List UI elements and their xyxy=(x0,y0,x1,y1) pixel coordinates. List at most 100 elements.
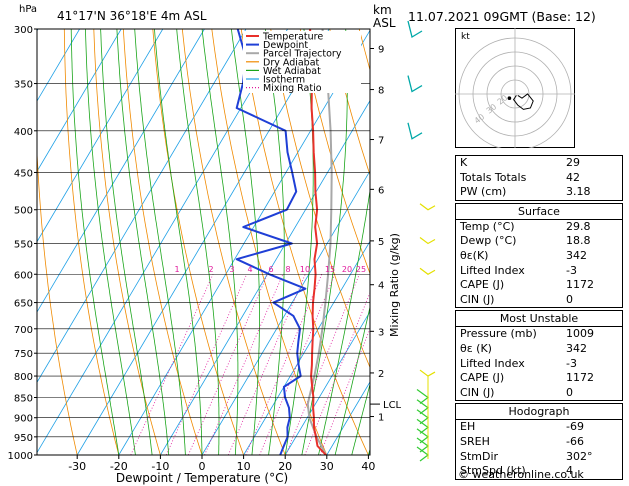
unstable-index-value: 0 xyxy=(566,385,573,399)
location-title: 41°17'N 36°18'E 4m ASL xyxy=(57,9,207,23)
hodograph-index-value: 302° xyxy=(566,449,593,463)
surface-index-row: θε(K) 342 xyxy=(456,249,622,264)
km-tick-label: 6 xyxy=(378,185,384,196)
surface-index-label: Lifted Index xyxy=(460,263,525,277)
surface-index-value: 18.8 xyxy=(566,234,591,248)
wind-barb xyxy=(407,75,423,93)
legend-label: Temperature xyxy=(262,32,323,43)
mixing-ratio-line xyxy=(165,274,248,455)
legend-label: Dewpoint xyxy=(263,40,308,51)
pressure-tick-label: 350 xyxy=(14,80,33,91)
pressure-tick-label: 750 xyxy=(14,349,33,360)
km-tick-label: 8 xyxy=(378,86,384,97)
mixing-ratio-line xyxy=(130,274,214,455)
pressure-tick-label: 800 xyxy=(14,372,33,383)
pressure-tick-label: 450 xyxy=(14,168,33,179)
mixing-ratio-label: 2 xyxy=(208,265,213,274)
most-unstable-table: Most Unstable Pressure (mb) 1009 θε (K) 342… xyxy=(455,310,623,402)
isotherm-line xyxy=(37,29,164,243)
pressure-tick-label: 850 xyxy=(14,393,33,404)
pressure-tick-label: 600 xyxy=(14,270,33,281)
km-tick-label: 4 xyxy=(378,281,384,292)
hodograph-index-row: StmSpd (kt) 4 xyxy=(456,464,622,479)
unstable-index-label: CAPE (J) xyxy=(460,371,505,385)
surface-index-value: 342 xyxy=(566,248,587,262)
wind-barb-shaft xyxy=(419,203,436,211)
wind-barb xyxy=(419,267,436,275)
mixing-ratio-line xyxy=(304,291,370,455)
mixing-ratio-label: 3 xyxy=(229,265,234,274)
km-label: km xyxy=(373,3,392,17)
temp-tick-label: -20 xyxy=(110,460,128,473)
general-index-label: Totals Totals xyxy=(460,170,527,184)
wind-barb-shaft xyxy=(416,437,430,453)
hodograph-index-row: StmDir 302° xyxy=(456,450,622,465)
surface-index-value: 29.8 xyxy=(566,219,591,233)
wind-barb xyxy=(419,236,436,245)
hpa-label: hPa xyxy=(19,4,38,15)
surface-index-label: CAPE (J) xyxy=(460,278,505,292)
asl-label: ASL xyxy=(373,16,396,30)
hodograph-index-value: -66 xyxy=(566,434,584,448)
hodograph-title: Hodograph xyxy=(456,404,622,421)
hodograph-index-label: StmDir xyxy=(460,449,499,463)
mixing-ratio-label: 8 xyxy=(285,265,290,274)
general-index-value: 42 xyxy=(566,170,580,184)
general-indices-table: K 29 Totals Totals 42 PW (cm) 3.18 xyxy=(455,155,623,201)
unstable-index-label: CIN (J) xyxy=(460,385,495,399)
km-tick-label: 2 xyxy=(378,369,384,380)
surface-index-value: 1172 xyxy=(566,278,594,292)
plot-frame xyxy=(36,28,371,456)
isotherm-line xyxy=(37,29,288,454)
legend-label: Dry Adiabat xyxy=(263,57,320,68)
general-index-value: 3.18 xyxy=(566,185,591,199)
general-index-row: Totals Totals 42 xyxy=(456,171,622,186)
surface-index-row: Lifted Index -3 xyxy=(456,264,622,279)
hodograph-index-label: EH xyxy=(460,420,476,434)
wind-barb xyxy=(416,446,430,462)
hodograph-index-label: StmSpd (kt) xyxy=(460,464,526,478)
unstable-index-label: θε (K) xyxy=(460,341,492,355)
general-index-label: PW (cm) xyxy=(460,185,507,199)
temp-tick-label: 20 xyxy=(278,460,292,473)
surface-index-row: CAPE (J) 1172 xyxy=(456,278,622,293)
km-tick-label: 1 xyxy=(378,413,384,424)
isotherm-line xyxy=(284,310,370,455)
pressure-tick-label: 1000 xyxy=(8,451,33,462)
temp-tick-label: 30 xyxy=(320,460,334,473)
unstable-index-value: -3 xyxy=(566,356,577,370)
surface-index-label: Dewp (°C) xyxy=(460,234,517,248)
wind-barb xyxy=(419,369,436,377)
wet-adiabat-line xyxy=(351,382,370,455)
mixing-ratio-label: 25 xyxy=(356,265,366,274)
mixing-ratio-label: 20 xyxy=(342,265,352,274)
wind-barb-shaft xyxy=(407,20,423,39)
parcel-trajectory-line xyxy=(306,29,333,455)
unstable-index-row: Pressure (mb) 1009 xyxy=(456,327,622,342)
legend-label: Parcel Trajectory xyxy=(263,49,342,60)
isotherm-line xyxy=(76,29,330,455)
unstable-index-value: 1172 xyxy=(566,371,594,385)
unstable-index-row: CAPE (J) 1172 xyxy=(456,371,622,386)
pressure-tick-label: 900 xyxy=(14,414,33,425)
hodograph-index-row: EH -69 xyxy=(456,420,622,435)
mixing-ratio-label: 15 xyxy=(325,265,335,274)
mixing-ratio-axis-label: Mixing Ratio (g/kg) xyxy=(388,233,401,337)
legend-label: Isotherm xyxy=(263,75,305,86)
hodograph-index-value: -69 xyxy=(566,420,584,434)
dry-adiabat-line xyxy=(63,29,120,455)
km-tick-label: 5 xyxy=(378,237,384,248)
mixing-ratio-label: 4 xyxy=(247,265,252,274)
dry-adiabat-line xyxy=(329,29,370,177)
surface-index-value: -3 xyxy=(566,263,577,277)
pressure-tick-label: 950 xyxy=(14,433,33,444)
dry-adiabat-line xyxy=(625,29,629,455)
surface-index-row: Temp (°C) 29.8 xyxy=(456,220,622,235)
wind-barb-shaft xyxy=(419,236,436,245)
pressure-tick-label: 550 xyxy=(14,239,33,250)
hodograph-table: Hodograph EH -69 SREH -66 StmDir 302° StmSpd (… xyxy=(455,403,623,480)
general-index-row: K 29 xyxy=(456,156,622,171)
wind-barb xyxy=(416,437,430,453)
